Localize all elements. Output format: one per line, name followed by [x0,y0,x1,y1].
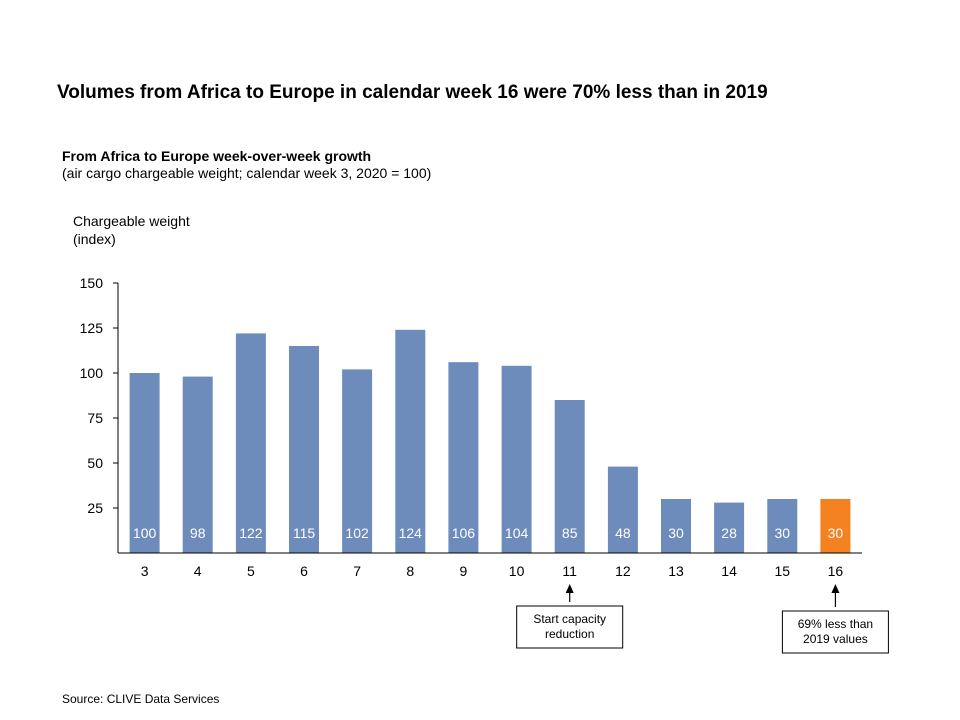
x-tick-label: 5 [247,563,255,579]
x-tick-label: 3 [141,563,149,579]
annotation-box [781,610,889,654]
bar-week-14 [714,502,745,553]
annotation-arrow-head [831,584,840,593]
annotation-text: 69% less than [798,617,873,631]
bar-value-label: 30 [668,525,684,541]
annotation-box [516,605,624,649]
annotation-text: 2019 values [803,632,868,646]
y-tick-label: 150 [80,275,104,291]
y-tick-label: 125 [80,320,104,336]
bar-value-label: 115 [293,525,316,541]
bar-value-label: 30 [775,525,791,541]
bar-value-label: 100 [133,525,157,541]
bar-value-label: 104 [505,525,529,541]
y-axis-label-line2: (index) [73,231,116,247]
x-tick-label: 7 [353,563,361,579]
bar-week-15 [767,499,798,553]
bar-value-label: 124 [399,525,423,541]
x-tick-label: 11 [562,563,577,579]
x-tick-label: 12 [615,563,631,579]
bar-week-13 [661,499,691,553]
bar-week-9 [448,362,479,553]
bar-week-8 [395,329,426,553]
bar-value-label: 48 [615,525,631,541]
y-tick-label: 75 [87,410,103,426]
bar-week-3 [129,373,160,553]
bar-value-label: 98 [190,525,206,541]
y-tick-label: 25 [87,500,103,516]
annotation-arrow-head [565,584,574,593]
source-note: Source: CLIVE Data Services [62,692,220,706]
x-tick-label: 15 [775,563,791,579]
bar-week-16 [820,499,851,553]
bar-week-4 [182,376,213,553]
bar-value-label: 106 [452,525,476,541]
annotation-text: Start capacity [533,612,606,626]
bar-week-10 [501,365,532,553]
bar-week-11 [554,400,585,553]
x-tick-label: 10 [509,563,525,579]
x-tick-label: 6 [300,563,308,579]
y-tick-label: 100 [80,365,104,381]
bar-value-label: 28 [721,525,737,541]
y-axis-label: Chargeable weight (index) [73,212,190,248]
x-tick-label: 16 [828,563,844,579]
bar-value-label: 85 [562,525,578,541]
bar-week-12 [607,466,638,553]
x-tick-label: 9 [460,563,468,579]
x-tick-label: 13 [668,563,684,579]
x-tick-label: 8 [406,563,414,579]
bar-week-6 [289,346,319,553]
headline: Volumes from Africa to Europe in calenda… [57,82,768,103]
chart-subtitle: From Africa to Europe week-over-week gro… [62,148,372,164]
y-axis-label-line1: Chargeable weight [73,213,190,229]
bar-value-label: 122 [239,525,263,541]
bar-week-5 [235,333,266,553]
bar-week-7 [342,369,373,553]
annotation-text: reduction [545,627,594,641]
bar-value-label: 30 [828,525,844,541]
y-tick-label: 50 [87,455,103,471]
bar-value-label: 102 [345,525,369,541]
x-tick-label: 4 [194,563,202,579]
x-tick-label: 14 [721,563,737,579]
chart-subnote: (air cargo chargeable weight; calendar w… [62,165,432,181]
